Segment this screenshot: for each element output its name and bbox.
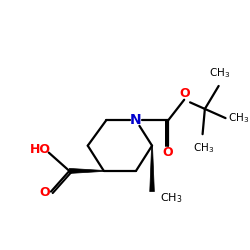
Text: N: N [130, 114, 142, 128]
Text: CH$_3$: CH$_3$ [228, 111, 249, 125]
Polygon shape [70, 168, 104, 173]
Polygon shape [150, 146, 154, 192]
Text: CH$_3$: CH$_3$ [160, 192, 182, 205]
Text: CH$_3$: CH$_3$ [209, 66, 231, 80]
Text: HO: HO [30, 142, 51, 156]
Text: O: O [39, 186, 50, 199]
Text: O: O [163, 146, 173, 158]
Text: O: O [179, 87, 190, 100]
Text: CH$_3$: CH$_3$ [193, 141, 214, 155]
